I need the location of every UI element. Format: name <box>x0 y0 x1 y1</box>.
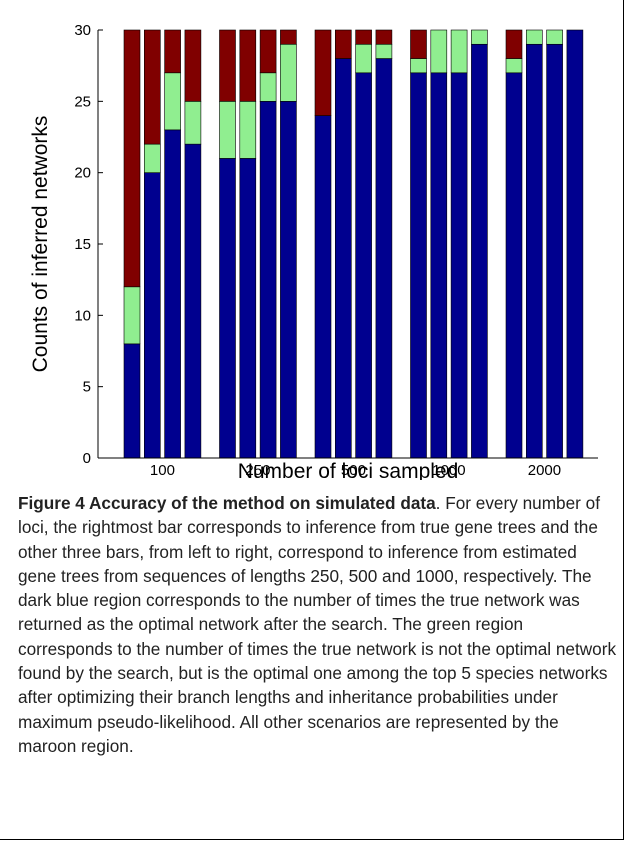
bar-segment-2 <box>123 286 141 345</box>
y-tick-label: 10 <box>74 307 91 324</box>
bar-segment-2 <box>280 43 297 102</box>
x-tick-label: 500 <box>341 462 366 479</box>
bar-segment-1 <box>525 43 543 459</box>
bar-segment-3 <box>375 29 393 45</box>
bar-segment-2 <box>164 72 181 131</box>
bar-segment-2 <box>239 101 257 159</box>
bar-segment-1 <box>355 72 372 459</box>
y-axis-ticks: 0 5 10 15 20 25 30 <box>74 22 103 467</box>
x-axis-ticks: 100 250 500 1000 2000 <box>150 462 561 479</box>
bar-segment-1 <box>430 72 448 459</box>
bar-segment-2 <box>144 143 161 173</box>
bar-segment-1 <box>450 72 468 459</box>
bar-segment-3 <box>355 29 372 45</box>
bar-segment-3 <box>505 29 523 59</box>
bar-segment-2 <box>410 58 427 74</box>
bar-segment-2 <box>430 29 448 74</box>
bar-segment-1 <box>505 72 523 459</box>
bar-segment-1 <box>471 43 488 459</box>
bar-segment-1 <box>219 158 236 459</box>
x-tick-label: 100 <box>150 462 175 479</box>
bar-segment-2 <box>471 29 488 45</box>
bar-segment-3 <box>123 29 141 288</box>
caption-label: Figure 4 Accuracy of the method on simul… <box>18 493 436 513</box>
bar-segment-2 <box>525 29 543 45</box>
bar-segment-2 <box>505 58 523 74</box>
caption-text: . For every number of loci, the rightmos… <box>18 493 617 756</box>
bar-segment-3 <box>259 29 277 74</box>
x-tick-label: 2000 <box>528 462 561 479</box>
x-tick-label: 250 <box>245 462 270 479</box>
y-tick-label: 25 <box>74 93 91 110</box>
y-tick-label: 5 <box>83 379 91 396</box>
bar-segment-2 <box>219 101 236 159</box>
bar-segment-2 <box>546 29 563 45</box>
x-tick-label: 1000 <box>432 462 465 479</box>
bar-segment-3 <box>334 29 352 59</box>
bar-segment-2 <box>184 101 202 145</box>
stacked-bar-chart: 0 5 10 15 20 25 30 100 250 500 1000 2000 Number of… <box>29 22 598 480</box>
y-tick-label: 0 <box>83 450 91 467</box>
bar-segment-1 <box>410 72 427 459</box>
bar-segment-2 <box>375 43 393 59</box>
bar-segment-3 <box>314 29 332 116</box>
bar-segment-2 <box>450 29 468 74</box>
bar-segment-3 <box>239 29 257 102</box>
bar-segment-1 <box>280 101 297 459</box>
y-tick-label: 30 <box>74 22 91 39</box>
bar-segment-3 <box>410 29 427 59</box>
bar-segment-3 <box>219 29 236 102</box>
y-tick-label: 20 <box>74 165 91 182</box>
bar-segment-1 <box>546 43 563 459</box>
bar-segment-3 <box>164 29 181 74</box>
bar-segment-2 <box>355 43 372 74</box>
bar-segment-3 <box>144 29 161 145</box>
bar-segment-1 <box>375 58 393 459</box>
bar-segment-1 <box>144 172 161 459</box>
bar-segment-2 <box>259 72 277 102</box>
bar-segment-3 <box>280 29 297 45</box>
figure-caption: Figure 4 Accuracy of the method on simul… <box>18 491 618 758</box>
bar-segment-1 <box>239 158 257 459</box>
bar-segment-1 <box>314 115 332 459</box>
x-axis-label: Number of loci sampled <box>238 460 459 480</box>
y-axis-label: Counts of inferred networks <box>29 116 52 373</box>
y-tick-label: 15 <box>74 236 91 253</box>
bar-segment-1 <box>184 143 202 459</box>
bar-segment-3 <box>184 29 202 102</box>
bar-segment-1 <box>164 129 181 459</box>
bars-layer <box>123 29 584 459</box>
bar-segment-1 <box>566 29 584 459</box>
bar-segment-1 <box>123 343 141 459</box>
bar-segment-1 <box>334 58 352 459</box>
bar-segment-1 <box>259 101 277 459</box>
